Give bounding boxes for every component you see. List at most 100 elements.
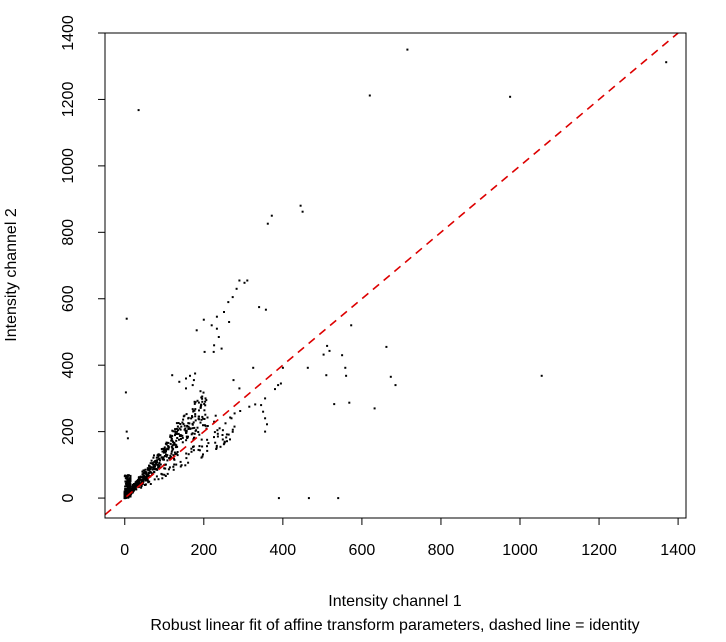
data-point xyxy=(149,483,152,485)
y-axis-ticks: 0 200 400 600 800 1000 1200 1400 xyxy=(60,15,105,503)
data-point xyxy=(213,344,216,347)
data-point xyxy=(194,413,197,416)
data-point xyxy=(125,482,128,484)
data-point xyxy=(175,452,178,455)
data-point xyxy=(173,458,176,461)
data-point xyxy=(170,452,173,455)
data-point xyxy=(148,471,151,474)
data-point xyxy=(144,471,147,473)
data-point xyxy=(186,425,189,428)
data-point xyxy=(262,410,265,413)
data-point xyxy=(158,458,161,460)
y-tick-label: 800 xyxy=(60,219,77,246)
data-point xyxy=(134,482,137,485)
data-point xyxy=(204,424,207,427)
data-point xyxy=(170,439,173,442)
data-point xyxy=(171,446,174,449)
data-point xyxy=(180,464,183,467)
data-point xyxy=(171,434,174,437)
data-point xyxy=(164,463,167,466)
data-point xyxy=(150,471,153,474)
data-point xyxy=(126,486,129,489)
data-point xyxy=(179,423,182,425)
data-point xyxy=(166,454,169,457)
data-point xyxy=(200,418,203,421)
data-point xyxy=(179,428,182,431)
data-point xyxy=(170,450,173,453)
data-point xyxy=(187,422,190,425)
data-point xyxy=(124,480,127,483)
data-point xyxy=(181,436,184,439)
data-point xyxy=(178,380,181,383)
data-point xyxy=(277,497,280,500)
data-point xyxy=(176,451,179,453)
data-point xyxy=(175,427,178,430)
data-point xyxy=(124,391,127,394)
data-point xyxy=(252,366,255,369)
data-point xyxy=(185,387,187,390)
data-point xyxy=(142,472,145,475)
data-point xyxy=(149,462,152,465)
data-point xyxy=(181,421,184,424)
data-point xyxy=(281,366,284,369)
data-point xyxy=(213,420,216,423)
data-point xyxy=(126,481,129,484)
data-point xyxy=(161,458,164,461)
data-point xyxy=(185,452,188,455)
data-point xyxy=(223,441,226,443)
data-point xyxy=(264,430,267,433)
data-point xyxy=(139,482,142,485)
data-point xyxy=(125,483,128,486)
data-point xyxy=(345,374,348,377)
data-point xyxy=(152,467,155,470)
data-point xyxy=(126,475,129,478)
data-point xyxy=(169,442,172,445)
data-point xyxy=(155,456,158,459)
data-point xyxy=(143,476,146,479)
data-point xyxy=(325,374,328,377)
data-point xyxy=(181,441,184,444)
data-point xyxy=(193,432,196,435)
data-point xyxy=(177,432,180,435)
data-point xyxy=(213,436,215,439)
data-point xyxy=(326,344,329,347)
data-point xyxy=(187,461,190,464)
data-point xyxy=(202,424,204,427)
data-point xyxy=(196,426,199,429)
data-point xyxy=(201,400,204,403)
data-point xyxy=(239,410,242,412)
data-point xyxy=(157,478,160,481)
data-point xyxy=(168,466,171,469)
data-point xyxy=(202,417,205,420)
data-point xyxy=(232,379,235,382)
data-point xyxy=(198,449,201,452)
data-point xyxy=(192,445,194,448)
data-point xyxy=(185,377,187,380)
data-point xyxy=(274,388,276,391)
data-point xyxy=(172,465,175,468)
data-point xyxy=(189,374,191,377)
data-point xyxy=(238,279,241,282)
data-point xyxy=(301,210,304,213)
data-point xyxy=(185,431,187,434)
data-point xyxy=(279,382,282,385)
data-point xyxy=(129,479,132,482)
data-point xyxy=(165,441,168,444)
data-point xyxy=(129,474,132,477)
data-point xyxy=(175,439,178,442)
data-point xyxy=(214,441,217,444)
data-point xyxy=(231,428,234,431)
data-point xyxy=(153,471,156,473)
data-point xyxy=(204,413,207,416)
data-point xyxy=(192,421,195,424)
data-point xyxy=(165,453,167,456)
data-point xyxy=(128,478,131,481)
data-point xyxy=(264,308,267,311)
data-point xyxy=(229,438,231,441)
data-point xyxy=(192,449,195,452)
data-point xyxy=(207,442,210,445)
data-point xyxy=(190,447,193,450)
data-point xyxy=(137,109,140,112)
data-point xyxy=(201,455,204,458)
data-point xyxy=(206,438,209,441)
